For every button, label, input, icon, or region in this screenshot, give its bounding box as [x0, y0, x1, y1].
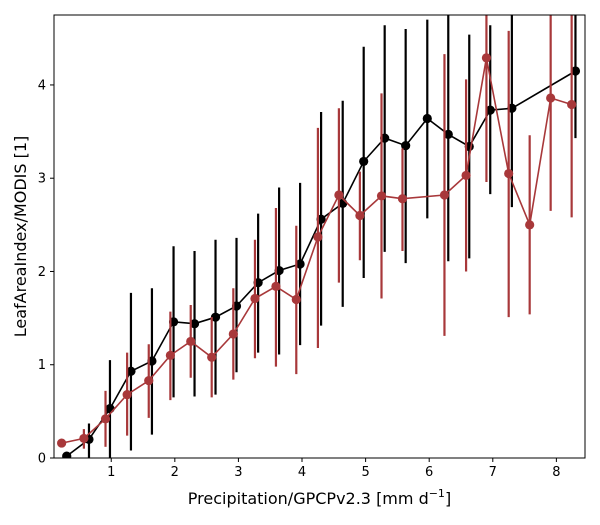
series-1-point-7: [207, 352, 217, 362]
series-0-point-22: [570, 66, 581, 76]
series-1-point-12: [313, 232, 323, 242]
series-0-point-0: [62, 451, 72, 458]
series-1-point-3: [122, 389, 132, 400]
series-1: [57, 15, 577, 449]
series-0-point-2: [105, 403, 115, 414]
x-axis-label-sup: −1: [429, 487, 445, 500]
series-0-point-17: [422, 113, 432, 124]
series-0-point-20: [485, 105, 495, 115]
series-1-point-20: [504, 168, 514, 179]
series-1-point-21: [525, 220, 535, 230]
series-1-point-8: [228, 329, 238, 339]
x-tick-label: 3: [234, 465, 242, 480]
series-1-point-2: [100, 414, 111, 424]
series-1-point-11: [291, 294, 301, 305]
series-0-point-16: [401, 140, 411, 151]
series-1-line: [61, 57, 572, 444]
x-tick-label: 8: [552, 465, 560, 480]
y-tick-label: 3: [38, 172, 46, 187]
series-0-point-14: [359, 156, 369, 167]
series-1-point-6: [186, 336, 196, 347]
x-tick-label: 1: [107, 465, 115, 480]
series-1-point-9: [250, 293, 260, 304]
series-0-point-11: [295, 259, 305, 269]
x-axis: 1 2 3 4 5 6 7 8: [107, 458, 561, 480]
plot-area: [57, 15, 581, 458]
series-0-point-7: [210, 312, 221, 322]
series-1-point-10: [271, 281, 281, 291]
series-1-point-5: [165, 350, 175, 361]
series-1-point-17: [439, 190, 450, 200]
y-tick-label: 4: [38, 78, 46, 93]
series-1-point-15: [376, 191, 387, 201]
series-0: [62, 15, 581, 458]
x-tick-label: 6: [425, 465, 433, 480]
y-tick-label: 1: [38, 358, 46, 373]
x-axis-label-end: ]: [445, 489, 451, 508]
series-0-point-18: [443, 129, 453, 139]
y-axis: 0 1 2 3 4: [38, 78, 54, 467]
x-tick-label: 4: [298, 465, 306, 480]
series-1-point-16: [397, 194, 408, 204]
series-1-point-13: [334, 190, 344, 200]
x-axis-label-main: Precipitation/GPCPv2.3 [mm d: [188, 489, 429, 508]
series-0-point-3: [126, 366, 136, 376]
series-1-point-23: [567, 99, 577, 110]
series-0-point-6: [189, 319, 200, 329]
x-axis-label: Precipitation/GPCPv2.3 [mm d−1]: [188, 487, 451, 508]
series-1-point-18: [461, 170, 471, 181]
series-1-point-4: [144, 375, 154, 386]
series-1-point-1: [79, 433, 89, 444]
y-axis-label: LeafAreaIndex/MODIS [1]: [11, 136, 30, 338]
y-tick-label: 2: [38, 265, 46, 280]
y-tick-label: 0: [38, 452, 46, 467]
plot-frame: [53, 14, 586, 459]
series-1-point-14: [355, 210, 365, 221]
x-tick-label: 5: [361, 465, 369, 480]
series-1-point-22: [546, 93, 556, 103]
x-tick-label: 7: [489, 465, 497, 480]
series-1-point-19: [481, 53, 492, 63]
x-tick-label: 2: [171, 465, 179, 480]
series-1-point-0: [57, 438, 67, 448]
